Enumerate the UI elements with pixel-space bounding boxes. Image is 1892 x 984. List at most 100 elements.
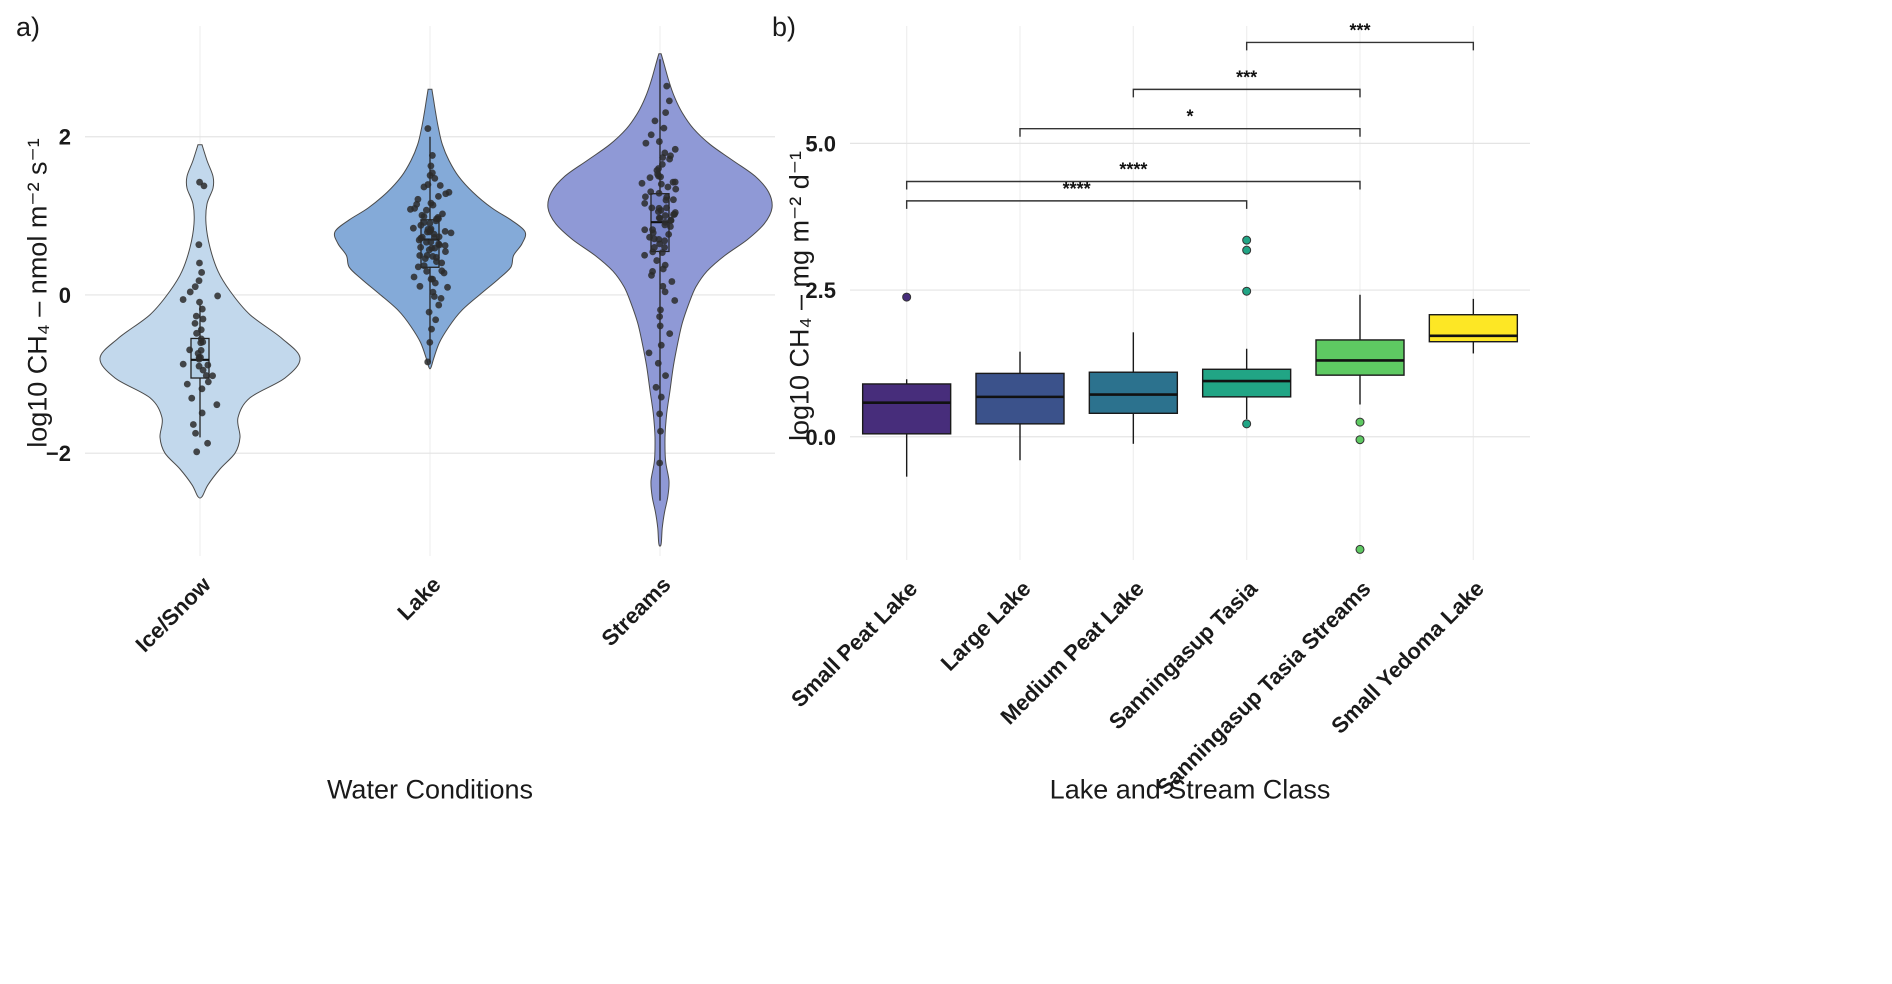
jitter-data-point	[638, 179, 646, 187]
jitter-data-point	[440, 269, 448, 277]
significance-label: ***	[1236, 67, 1257, 87]
jitter-data-point	[665, 97, 673, 105]
jitter-data-point	[191, 283, 199, 291]
jitter-data-point	[666, 330, 674, 338]
jitter-data-point	[415, 236, 423, 244]
jitter-data-point	[420, 183, 428, 191]
jitter-data-point	[662, 196, 670, 204]
jitter-data-point	[186, 346, 194, 354]
jitter-data-point	[209, 372, 216, 380]
jitter-data-point	[424, 125, 432, 132]
jitter-data-point	[432, 217, 440, 225]
jitter-data-point	[431, 174, 439, 182]
jitter-data-point	[423, 228, 431, 236]
jitter-data-point	[426, 219, 434, 227]
jitter-data-point	[196, 298, 203, 306]
y-tick-label: 0.0	[805, 425, 836, 450]
jitter-data-point	[441, 228, 449, 235]
jitter-data-point	[642, 139, 650, 147]
jitter-data-point	[656, 322, 664, 330]
jitter-data-point	[641, 226, 649, 234]
jitter-data-point	[189, 421, 197, 428]
jitter-data-point	[657, 173, 665, 181]
jitter-data-point	[423, 267, 431, 275]
jitter-data-point	[204, 361, 212, 369]
jitter-data-point	[417, 221, 425, 229]
jitter-data-point	[653, 257, 661, 264]
jitter-data-point	[658, 249, 666, 256]
jitter-data-point	[198, 269, 206, 276]
jitter-data-point	[430, 293, 438, 300]
jitter-data-point	[663, 204, 670, 212]
jitter-data-point	[430, 233, 438, 241]
outlier-point	[1242, 245, 1252, 255]
jitter-data-point	[197, 326, 205, 334]
jitter-data-point	[442, 248, 449, 255]
jitter-data-point	[198, 409, 206, 417]
jitter-data-point	[192, 429, 199, 437]
outlier-point	[1355, 417, 1365, 427]
jitter-data-point	[657, 393, 665, 401]
x-category-label: Large Lake	[936, 576, 1036, 676]
jitter-data-point	[435, 192, 442, 200]
jitter-data-point	[641, 251, 649, 259]
jitter-data-point	[657, 306, 664, 314]
jitter-data-point	[433, 258, 440, 265]
significance-bracket	[1245, 41, 1475, 51]
jitter-data-point	[656, 313, 663, 321]
jitter-data-point	[425, 246, 433, 254]
jitter-data-point	[447, 229, 455, 237]
jitter-data-point	[669, 196, 677, 204]
jitter-data-point	[195, 355, 203, 363]
jitter-data-point	[213, 401, 221, 409]
jitter-data-point	[204, 439, 211, 447]
jitter-data-point	[196, 259, 203, 267]
jitter-data-point	[661, 243, 668, 251]
jitter-data-point	[183, 380, 191, 388]
jitter-data-point	[197, 339, 205, 347]
jitter-data-point	[428, 325, 435, 333]
jitter-data-point	[414, 263, 422, 271]
jitter-data-point	[671, 297, 679, 304]
jitter-data-point	[425, 308, 433, 316]
jitter-data-point	[661, 221, 669, 229]
jitter-data-point	[195, 277, 203, 285]
jitter-data-point	[647, 131, 655, 139]
jitter-data-point	[186, 288, 194, 296]
jitter-data-point	[655, 138, 663, 145]
jitter-data-point	[648, 271, 655, 279]
jitter-data-point	[214, 292, 222, 300]
jitter-data-point	[421, 255, 429, 263]
jitter-data-point	[655, 189, 663, 197]
jitter-data-point	[409, 224, 417, 232]
panel-b-label: b)	[772, 12, 797, 42]
jitter-data-point	[659, 265, 667, 273]
jitter-data-point	[428, 152, 436, 159]
jitter-data-point	[661, 237, 669, 245]
jitter-data-point	[656, 214, 664, 222]
x-category-label: Ice/Snow	[130, 571, 216, 657]
jitter-data-point	[646, 174, 654, 182]
boxplot-box-sanningasup-tasia-streams	[1315, 339, 1405, 376]
jitter-data-point	[662, 109, 670, 116]
jitter-data-point	[671, 145, 679, 153]
jitter-data-point	[657, 341, 665, 349]
jitter-data-point	[202, 372, 210, 379]
jitter-data-point	[427, 162, 435, 170]
boxplot-box-small-yedoma-lake	[1428, 314, 1519, 343]
jitter-data-point	[431, 279, 439, 287]
jitter-data-point	[432, 316, 440, 324]
jitter-data-point	[199, 366, 207, 374]
significance-bracket	[905, 200, 1248, 209]
jitter-data-point	[424, 358, 432, 366]
jitter-data-point	[417, 243, 425, 251]
jitter-data-point	[199, 315, 207, 323]
jitter-data-point	[667, 223, 674, 230]
significance-bracket	[1132, 88, 1361, 98]
jitter-data-point	[650, 235, 658, 243]
y-tick-label: 0	[59, 283, 71, 308]
jitter-data-point	[438, 259, 446, 267]
jitter-data-point	[656, 240, 664, 248]
x-category-label: Sanningasup Tasia Streams	[1152, 576, 1376, 800]
